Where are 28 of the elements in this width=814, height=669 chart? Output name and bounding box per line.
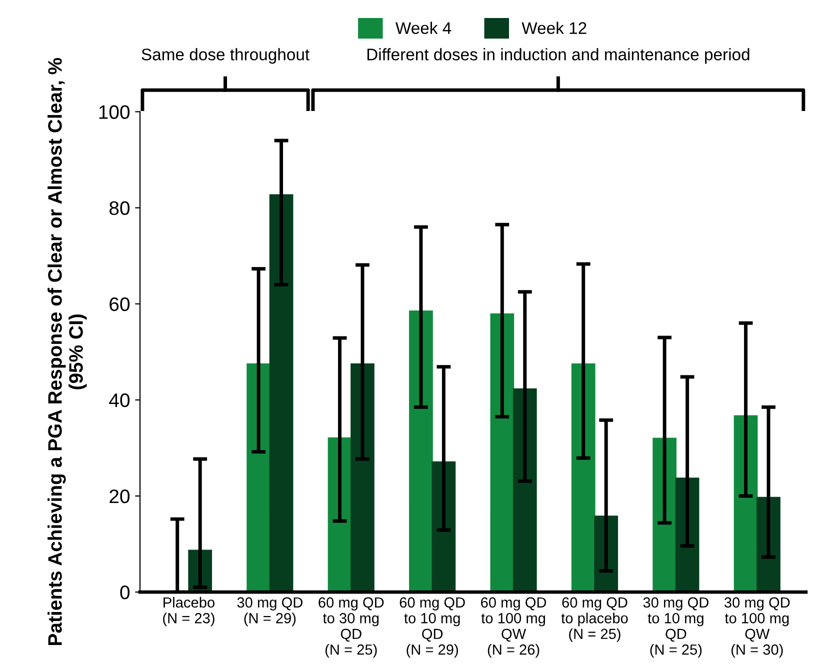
bar [734, 415, 758, 592]
legend-label: Week 12 [522, 22, 586, 34]
x-tick-label: 30 mg QD (N = 29) [237, 597, 302, 626]
bar [512, 388, 537, 592]
y-tick-label: 40 [109, 393, 130, 408]
x-tick-label: 60 mg QD to 30 mg QD (N = 25) [318, 597, 384, 658]
y-tick-label: 80 [110, 201, 130, 216]
y-tick-label: 0 [120, 586, 130, 600]
legend-label: Week 4 [396, 22, 452, 34]
text: Different doses in induction and maintenance period [367, 48, 750, 64]
bar [246, 363, 270, 592]
bar [269, 194, 294, 592]
text: Same dose throughout [142, 48, 310, 64]
x-tick-label: 60 mg QD to 10 mg QD (N = 29) [400, 597, 465, 658]
y-tick-label: 60 [110, 297, 130, 312]
y-tick-label: 20 [110, 489, 130, 504]
x-tick-label: 60 mg QD to 100 mg QW (N = 26) [481, 597, 546, 658]
bar [350, 363, 374, 592]
x-tick-label: 30 mg QD to 10 mg QD (N = 25) [643, 597, 708, 658]
x-tick-label: 60 mg QD to placebo (N = 25) [561, 597, 628, 642]
y-tick-label: 100 [99, 105, 130, 119]
bar [490, 313, 514, 592]
x-tick-label: Placebo (N = 23) [163, 596, 214, 626]
y-axis-title: Patients Achieving a PGA Response of Clear or Almost Clear, % (95% CI) [48, 58, 87, 646]
bar [571, 363, 596, 592]
bar [409, 310, 433, 592]
bar [652, 438, 676, 592]
x-tick-label: 30 mg QD to 100 mg QW (N = 30) [724, 597, 790, 658]
